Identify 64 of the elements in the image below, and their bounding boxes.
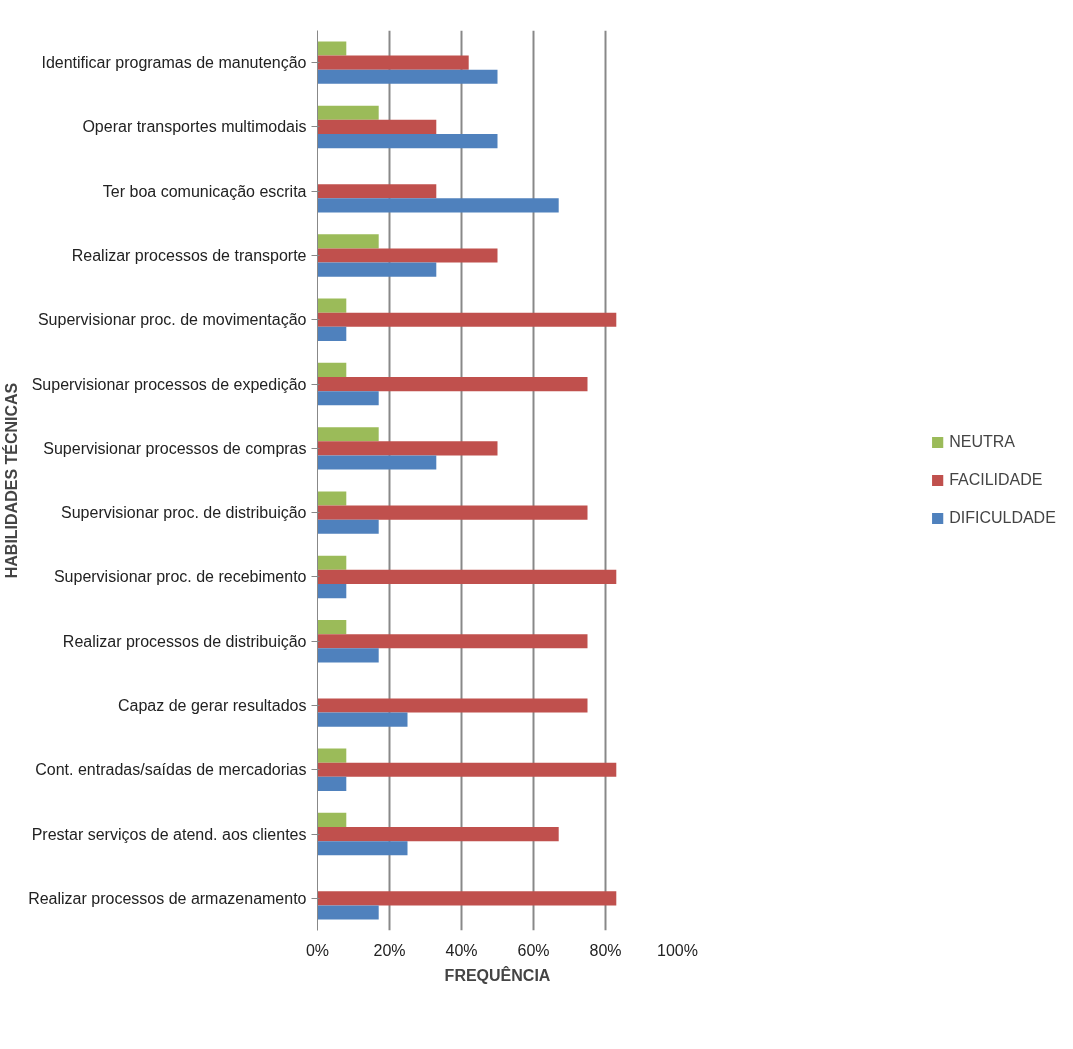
bar [317,377,588,392]
legend-label: FACILIDADE [949,471,1043,489]
y-tick-label: Supervisionar proc. de movimentação [37,311,307,329]
bar [317,812,347,827]
bar [317,198,559,213]
bar [317,119,437,134]
x-tick-label: 80% [589,941,622,959]
y-tick-label: Cont. entradas/saídas de mercadorias [35,761,307,779]
x-tick-label: 20% [373,941,406,959]
y-tick-label: Realizar processos de distribuição [62,632,307,650]
bar [317,698,588,713]
x-tick-label: 100% [657,941,698,959]
y-axis-title: HABILIDADES TÉCNICAS [2,382,21,579]
bar [317,298,347,313]
bar [317,505,588,520]
bar [317,134,498,149]
bar [317,262,437,277]
y-tick-label: Prestar serviços de atend. aos clientes [31,825,307,843]
bar [317,491,347,506]
legend-label: DIFICULDADE [949,509,1056,527]
y-tick-label: Supervisionar processos de compras [43,439,307,457]
bar [317,248,498,263]
bar [317,776,347,791]
y-tick-label: Capaz de gerar resultados [117,697,307,714]
y-tick-label: Realizar processos de armazenamento [28,889,307,907]
bar [317,362,347,377]
bar [317,555,347,570]
x-axis-title: FREQUÊNCIA [444,965,551,984]
bar [317,391,379,406]
bar [317,455,437,470]
bar [317,427,379,442]
bar [317,584,347,599]
bar [317,841,408,856]
y-tick-label: Operar transportes multimodais [82,118,307,136]
bar [317,827,559,842]
bar [317,748,347,763]
y-tick-label: Realizar processos de transporte [71,247,307,264]
y-tick-label: Ter boa comunicação escrita [102,182,307,200]
legend-label: NEUTRA [949,433,1015,451]
bar [317,762,617,777]
y-tick-label: Supervisionar proc. de recebimento [53,568,307,586]
bar [317,441,498,456]
x-tick-label: 60% [517,941,550,959]
bar [317,620,347,635]
bar [317,184,437,199]
bar [317,234,379,249]
bar [317,891,617,906]
bar [317,519,379,534]
bar [317,634,588,649]
bar [317,55,469,70]
bar [317,905,379,920]
bar [317,569,617,584]
bar [317,326,347,341]
y-tick-label: Identificar programas de manutenção [41,54,307,72]
bar [317,69,498,84]
bar [317,105,379,120]
y-tick-label: Supervisionar processos de expedição [31,375,307,393]
y-tick-label: Supervisionar proc. de distribuição [61,504,307,522]
x-tick-label: 0% [305,941,330,959]
bar [317,712,408,727]
bar [317,648,379,663]
bar [317,41,347,56]
x-tick-label: 40% [445,941,478,959]
bar [317,312,617,327]
